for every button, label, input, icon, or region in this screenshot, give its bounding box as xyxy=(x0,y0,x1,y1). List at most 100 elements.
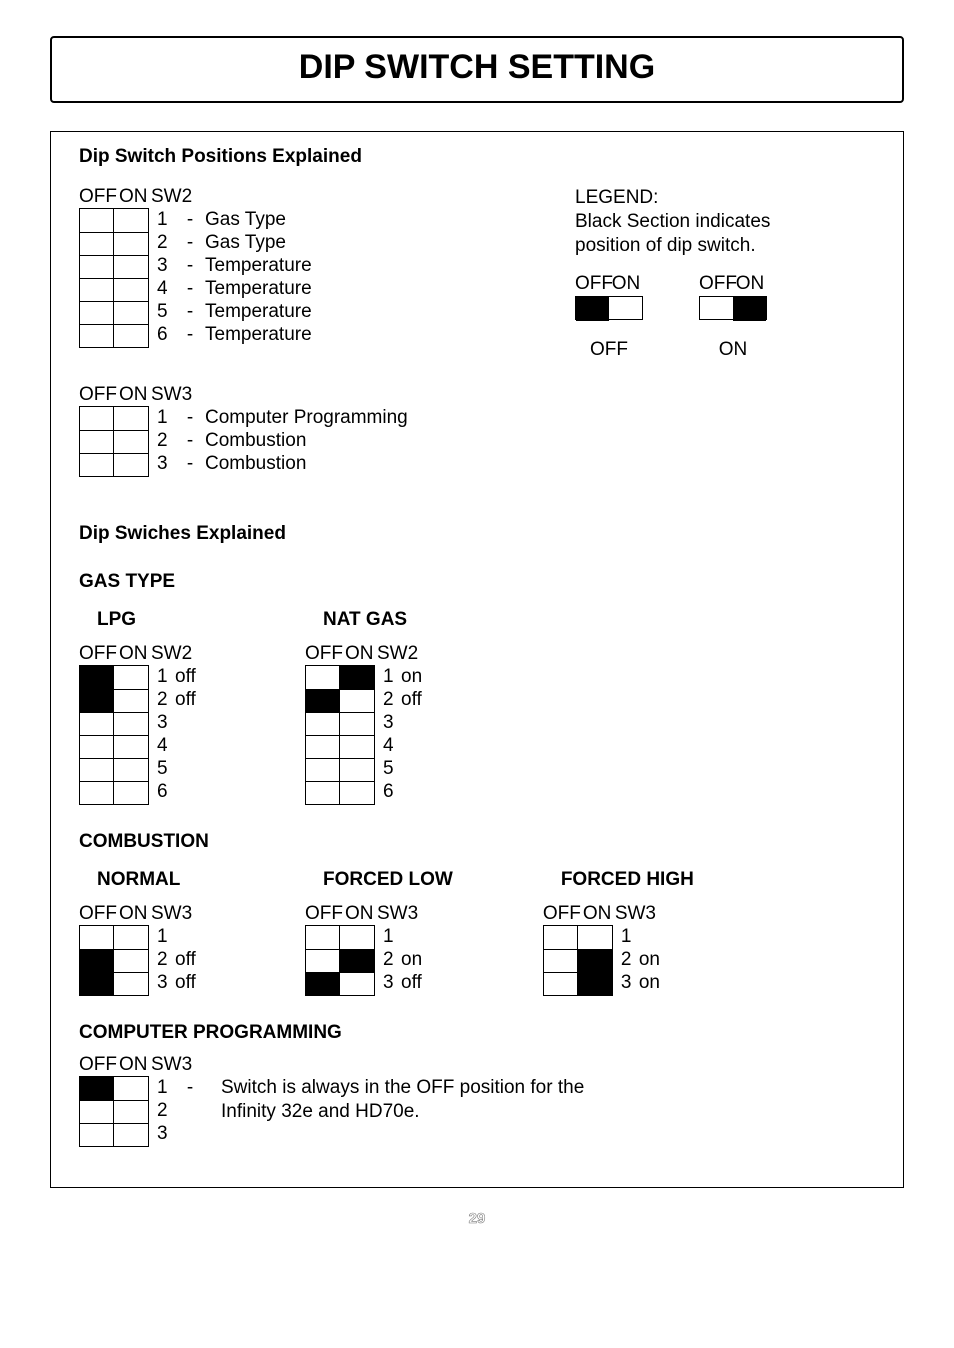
dip-label-row: 1- xyxy=(151,1076,205,1099)
sw2-block: OFF ON SW2 1-Gas Type2-Gas Type3-Tempera… xyxy=(79,186,312,362)
dip-num: 4 xyxy=(151,277,175,300)
dip-cell-on xyxy=(114,926,148,949)
dip-num: 5 xyxy=(151,300,175,323)
dip-cell-on xyxy=(114,209,148,232)
dip-state xyxy=(175,734,215,757)
cp-off-label: OFF xyxy=(79,1054,119,1076)
dip-label-row: 3 xyxy=(377,711,441,734)
dip-row xyxy=(544,949,612,972)
dip-cell-on xyxy=(340,926,374,949)
dip-num: 1 xyxy=(151,665,175,688)
dip-cell-on xyxy=(114,302,148,325)
dip-dash: - xyxy=(175,406,205,429)
legend-on: ON xyxy=(609,272,643,296)
column-title: LPG xyxy=(97,609,215,631)
dip-label-row: 1off xyxy=(151,665,215,688)
column-header: OFFONSW2 xyxy=(79,643,215,665)
dip-desc: Temperature xyxy=(205,277,312,300)
dip-row xyxy=(80,1123,148,1146)
dip-num: 1 xyxy=(151,925,175,948)
dip-cell-off xyxy=(306,690,340,713)
dip-cell-on xyxy=(114,256,148,279)
hdr-on: ON xyxy=(345,643,377,665)
hdr-off: OFF xyxy=(305,903,345,925)
dip-row xyxy=(80,209,148,232)
column-body: 12on3on xyxy=(543,925,694,996)
dip-label-row: 1 xyxy=(377,925,441,948)
dip-cell-on xyxy=(114,782,148,805)
dip-state xyxy=(401,711,441,734)
dip-cell-on xyxy=(114,279,148,302)
dip-num: 4 xyxy=(151,734,175,757)
legend-box xyxy=(575,296,643,320)
dip-cell-on xyxy=(114,736,148,759)
dip-label-row: 3on xyxy=(615,971,679,994)
sw2-table xyxy=(79,208,149,348)
dip-num: 2 xyxy=(377,948,401,971)
dip-state: off xyxy=(175,665,215,688)
hdr-off: OFF xyxy=(79,903,119,925)
sw3-header: OFF ON SW3 xyxy=(79,384,875,406)
column-header: OFFONSW3 xyxy=(543,903,694,925)
dip-label-row: 2-Gas Type xyxy=(151,231,312,254)
dip-num: 2 xyxy=(151,688,175,711)
gas-heading: GAS TYPE xyxy=(79,571,875,593)
dip-cell-on xyxy=(114,454,148,477)
dip-row xyxy=(80,712,148,735)
dip-label-row: 3 xyxy=(151,711,215,734)
column-labels: 12on3off xyxy=(377,925,441,996)
dip-cell-on xyxy=(114,1124,148,1147)
dip-label-row: 3 xyxy=(151,1122,205,1145)
dip-row xyxy=(80,781,148,804)
dip-dash xyxy=(175,1122,205,1145)
dip-num: 1 xyxy=(615,925,639,948)
dip-row xyxy=(80,324,148,347)
hdr-name: SW3 xyxy=(615,903,656,925)
sw3-off-label: OFF xyxy=(79,384,119,406)
dip-num: 1 xyxy=(151,1076,175,1099)
dip-num: 1 xyxy=(377,925,401,948)
dip-label-row: 1on xyxy=(377,665,441,688)
dip-state xyxy=(401,925,441,948)
dip-state: on xyxy=(639,948,679,971)
dip-column: LPGOFFONSW21off2off3456 xyxy=(79,603,215,805)
dip-label-row: 3-Combustion xyxy=(151,452,408,475)
dip-num: 1 xyxy=(151,208,175,231)
dip-desc: Gas Type xyxy=(205,231,286,254)
legend-off: OFF xyxy=(575,272,609,296)
sw3-labels: 1-Computer Programming2-Combustion3-Comb… xyxy=(151,406,408,477)
cp-labels: 1-23 xyxy=(151,1076,205,1147)
dip-cell-off xyxy=(544,950,578,973)
column-body: 1on2off3456 xyxy=(305,665,441,805)
computer-block: OFF ON SW3 1-23 Switch is always in the … xyxy=(79,1054,875,1147)
hdr-name: SW3 xyxy=(377,903,418,925)
dip-cell-on xyxy=(114,950,148,973)
dip-row xyxy=(80,1077,148,1100)
hdr-off: OFF xyxy=(305,643,345,665)
dip-cell-off xyxy=(80,713,114,736)
dip-state xyxy=(401,757,441,780)
dip-cell-off xyxy=(80,1101,114,1124)
sw3-body: 1-Computer Programming2-Combustion3-Comb… xyxy=(79,406,875,477)
page-number: 29 xyxy=(50,1210,904,1227)
dip-dash xyxy=(175,1099,205,1122)
dip-dash: - xyxy=(175,208,205,231)
hdr-name: SW2 xyxy=(377,643,418,665)
dip-label-row: 2-Combustion xyxy=(151,429,408,452)
dip-cell-on xyxy=(114,431,148,454)
column-header: OFFONSW2 xyxy=(305,643,441,665)
dip-cell-on xyxy=(578,973,612,996)
legend-dip-header: OFFON xyxy=(575,272,643,296)
dip-desc: Temperature xyxy=(205,300,312,323)
sw2-on-label: ON xyxy=(119,186,151,208)
dip-cell-on xyxy=(114,759,148,782)
dip-cell-off xyxy=(306,973,340,996)
dip-num: 2 xyxy=(151,1099,175,1122)
dip-dash: - xyxy=(175,323,205,346)
section2-heading: Dip Swiches Explained xyxy=(79,523,875,545)
sw3-on-label: ON xyxy=(119,384,151,406)
dip-column: NAT GASOFFONSW21on2off3456 xyxy=(305,603,441,805)
dip-label-row: 1-Gas Type xyxy=(151,208,312,231)
dip-label-row: 4 xyxy=(151,734,215,757)
dip-cell-off xyxy=(306,713,340,736)
